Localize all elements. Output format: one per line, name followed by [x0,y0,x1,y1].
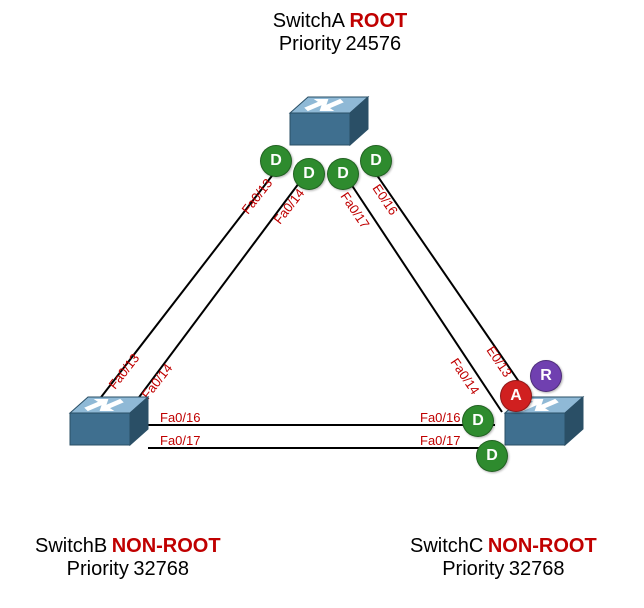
port-label: Fa0/13 [239,176,276,217]
port-badge-d: D [327,158,359,190]
port-label: Fa0/16 [160,410,200,425]
switch-priority: 32768 [509,558,565,580]
switch-name: SwitchA [273,10,345,32]
port-badge-a: A [500,380,532,412]
port-label: Fa0/14 [271,186,308,227]
switch-c-title: SwitchC NON-ROOT Priority 32768 [410,535,597,581]
switch-b-title: SwitchB NON-ROOT Priority 32768 [35,535,221,581]
port-label: Fa0/17 [160,433,200,448]
port-label: Fa0/17 [420,433,460,448]
switch-role: NON-ROOT [488,535,597,557]
diagram-stage: Fa0/13 Fa0/14 Fa0/13 Fa0/14 Fa0/17 E0/16… [0,0,644,608]
port-label: E0/16 [370,181,401,218]
port-badge-d: D [476,440,508,472]
switch-priority: 24576 [346,33,402,55]
switch-role: ROOT [349,10,407,32]
switch-b-icon [60,395,150,455]
port-badge-d: D [293,158,325,190]
switch-a-title: SwitchA ROOT Priority 24576 [220,10,460,56]
port-badge-r: R [530,360,562,392]
port-label: Fa0/16 [420,410,460,425]
switch-role: NON-ROOT [112,535,221,557]
priority-label: Priority [279,33,341,55]
switch-priority: 32768 [133,558,189,580]
links-layer: Fa0/13 Fa0/14 Fa0/13 Fa0/14 Fa0/17 E0/16… [0,0,644,608]
port-badge-d: D [462,405,494,437]
switch-name: SwitchB [35,535,107,557]
port-badge-d: D [360,145,392,177]
priority-label: Priority [67,558,129,580]
switch-name: SwitchC [410,535,483,557]
priority-label: Priority [442,558,504,580]
switch-a-icon [280,95,370,155]
port-label: E0/13 [484,343,515,380]
port-label: Fa0/13 [106,351,143,392]
port-badge-d: D [260,145,292,177]
